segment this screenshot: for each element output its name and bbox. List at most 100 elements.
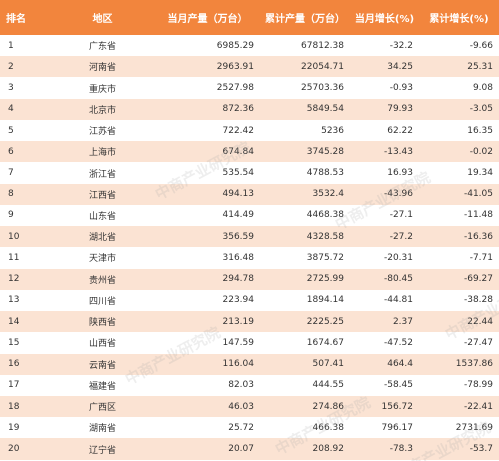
cell-rank: 20 [8,444,20,455]
cell-cumulative-output: 67812.38 [301,40,344,51]
cell-rank: 4 [8,104,14,115]
table-row: 1 广东省 6985.29 67812.38 -32.2 -9.66 [0,35,499,57]
cell-rank: 17 [8,380,20,391]
cell-monthly-growth: 156.72 [381,401,414,412]
cell-monthly-growth: -47.52 [383,337,413,348]
cell-cumulative-output: 2725.99 [306,274,344,285]
table-row: 21安徽省8.999.84-89.31-87.56 [0,459,499,461]
cell-cumulative-output: 4468.38 [306,210,344,221]
cell-monthly-output: 494.13 [222,189,255,200]
table-row: 2 河南省 2963.91 22054.71 34.25 25.31 [0,56,499,78]
cell-cumulative-output: 208.92 [312,444,345,455]
cell-cumulative-output: 22054.71 [301,61,344,72]
table-row: 14 陕西省 213.19 2225.25 2.37 22.44 [0,311,499,333]
table-row: 11 天津市 316.48 3875.72 -20.31 -7.71 [0,247,499,269]
cell-monthly-growth: -32.2 [389,40,413,51]
cell-cumulative-growth: -11.48 [463,210,493,221]
cell-cumulative-growth: -9.66 [469,40,493,51]
cell-monthly-growth: -43.96 [383,189,413,200]
cell-cumulative-growth: 25.31 [467,61,493,72]
table-row: 13 四川省 223.94 1894.14 -44.81 -38.28 [0,289,499,312]
table-row: 10 湖北省 356.59 4328.58 -27.2 -16.36 [0,226,499,248]
cell-monthly-growth: -0.93 [389,83,413,94]
cell-rank: 7 [8,168,14,179]
cell-region: 湖南省 [88,424,116,435]
cell-region: 江苏省 [88,127,116,138]
cell-monthly-growth: 796.17 [381,422,414,433]
cell-region: 辽宁省 [88,445,116,456]
cell-cumulative-output: 5236 [321,125,344,136]
cell-cumulative-output: 4328.58 [306,231,344,242]
cell-cumulative-growth: 1537.86 [455,359,493,370]
header-rank: 排名 [6,14,26,25]
cell-cumulative-output: 3745.28 [306,146,344,157]
cell-rank: 11 [8,252,20,263]
cell-monthly-output: 147.59 [222,337,255,348]
cell-cumulative-growth: 2731.69 [455,422,493,433]
cell-cumulative-growth: -78.99 [463,380,493,391]
table-row: 17 福建省 82.03 444.55 -58.45 -78.99 [0,374,499,396]
table-row: 6 上海市 674.84 3745.28 -13.43 -0.02 [0,141,499,163]
cell-monthly-growth: -13.43 [383,146,413,157]
cell-monthly-growth: -58.45 [383,380,413,391]
cell-cumulative-output: 25703.36 [301,83,344,94]
cell-cumulative-output: 3532.4 [312,189,345,200]
cell-monthly-output: 82.03 [228,380,254,391]
cell-cumulative-growth: 16.35 [467,125,493,136]
cell-region: 天津市 [88,254,116,265]
cell-cumulative-growth: -27.47 [463,337,493,348]
cell-monthly-output: 223.94 [222,295,255,306]
cell-monthly-growth: -80.45 [383,274,413,285]
cell-rank: 15 [8,337,20,348]
table-row: 5 江苏省 722.42 5236 62.22 16.35 [0,119,499,142]
table-row: 3 重庆市 2527.98 25703.36 -0.93 9.08 [0,77,499,99]
cell-monthly-output: 2527.98 [216,83,254,94]
cell-monthly-output: 2963.91 [216,61,254,72]
cell-rank: 2 [8,61,14,72]
cell-rank: 5 [8,125,14,136]
table-row: 16 云南省 116.04 507.41 464.4 1537.86 [0,353,499,375]
cell-monthly-output: 535.54 [222,168,255,179]
cell-monthly-growth: 34.25 [387,61,413,72]
header-cumulative-output: 累计产量（万台） [265,14,345,25]
table-row: 9 山东省 414.49 4468.38 -27.1 -11.48 [0,204,499,227]
cell-rank: 1 [8,40,14,51]
cell-cumulative-growth: -0.02 [469,146,493,157]
cell-monthly-growth: 2.37 [392,316,413,327]
cell-monthly-output: 213.19 [222,316,255,327]
table-row: 8 江西省 494.13 3532.4 -43.96 -41.05 [0,183,499,205]
cell-cumulative-output: 507.41 [312,359,345,370]
cell-cumulative-output: 466.38 [312,422,345,433]
cell-monthly-output: 316.48 [222,252,255,263]
cell-monthly-growth: 79.93 [387,104,413,115]
cell-region: 陕西省 [88,318,116,329]
cell-monthly-growth: -27.2 [389,231,413,242]
cell-region: 北京市 [88,105,116,116]
cell-region: 浙江省 [88,169,116,180]
cell-region: 四川省 [88,296,116,307]
table-row: 20 辽宁省 20.07 208.92 -78.3 -53.7 [0,438,499,460]
cell-region: 湖北省 [88,233,116,244]
cell-rank: 9 [8,210,14,221]
header-region: 地区 [92,14,113,25]
cell-cumulative-growth: -3.05 [469,104,493,115]
table-row: 15 山西省 147.59 1674.67 -47.52 -27.47 [0,332,499,354]
cell-monthly-growth: 62.22 [387,125,413,136]
table-row: 12 贵州省 294.78 2725.99 -80.45 -69.27 [0,268,499,290]
table-row: 4 北京市 872.36 5849.54 79.93 -3.05 [0,98,499,120]
header-monthly-output: 当月产量（万台） [167,14,248,25]
cell-cumulative-growth: -38.28 [463,295,493,306]
cell-monthly-output: 872.36 [222,104,255,115]
cell-cumulative-growth: 19.34 [467,168,493,179]
cell-region: 广东省 [88,42,116,53]
cell-cumulative-output: 4788.53 [306,168,344,179]
header-cumulative-growth: 累计增长(%) [429,14,489,25]
cell-cumulative-output: 2225.25 [306,316,344,327]
table-row: 18 广西区 46.03 274.86 156.72 -22.41 [0,395,499,418]
cell-monthly-growth: -27.1 [389,210,413,221]
cell-monthly-output: 674.84 [222,146,255,157]
cell-cumulative-growth: 22.44 [467,316,493,327]
cell-monthly-output: 294.78 [222,274,255,285]
